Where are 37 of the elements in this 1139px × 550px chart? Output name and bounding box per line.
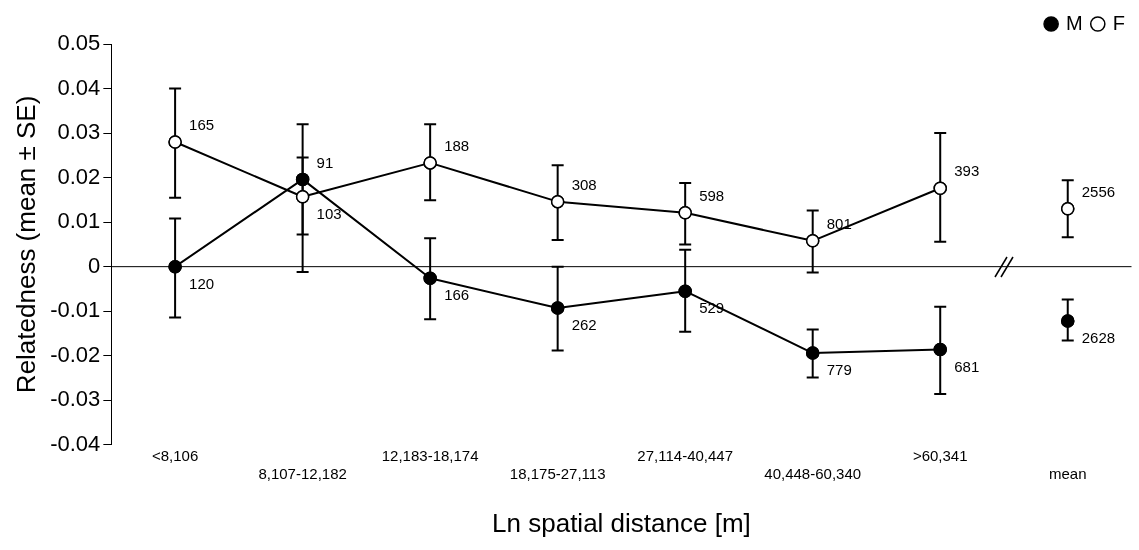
annotation: 165	[189, 116, 215, 134]
annotation: 120	[189, 274, 215, 292]
annotation: 2556	[1081, 182, 1116, 200]
x-tick-label: 18,175-27,113	[509, 464, 606, 482]
x-tick-label: 40,448-60,340	[764, 464, 862, 482]
y-tick-label: -0.03	[50, 386, 101, 412]
y-tick-label: -0.04	[50, 430, 101, 456]
x-tick-label: 8,107-12,182	[258, 464, 347, 482]
annotation: 2628	[1081, 329, 1116, 347]
annotation: 91	[316, 153, 334, 171]
y-tick-label: 0.01	[57, 208, 101, 234]
x-tick-label: 27,114-40,447	[637, 446, 733, 464]
annotation: 598	[699, 186, 725, 204]
annotation: 801	[826, 214, 852, 232]
annotation: 308	[571, 175, 597, 193]
annotation: 262	[571, 316, 597, 334]
legend-label: F	[1112, 11, 1125, 34]
y-tick-label: 0	[88, 252, 101, 278]
y-tick-label: 0.04	[57, 74, 101, 100]
y-tick-label: -0.01	[50, 297, 101, 323]
x-tick-label: >60,341	[912, 446, 968, 464]
y-tick-label: 0.05	[57, 30, 101, 56]
annotation: 393	[954, 162, 980, 180]
annotation: 681	[954, 357, 980, 375]
annotation: 779	[826, 361, 852, 379]
annotation: 188	[444, 137, 470, 155]
y-tick-label: 0.03	[57, 119, 101, 145]
annotation: 103	[316, 204, 342, 222]
x-tick-label: <8,106	[151, 446, 199, 464]
legend-label: M	[1066, 11, 1083, 34]
x-tick-label: 12,183-18,174	[381, 446, 479, 464]
annotation: 166	[444, 286, 470, 304]
y-axis-title: Relatedness (mean ± SE)	[10, 95, 41, 394]
x-axis-title: Ln spatial distance [m]	[492, 507, 751, 538]
y-tick-label: -0.02	[50, 341, 101, 367]
x-tick-label: mean	[1048, 464, 1087, 482]
y-tick-label: 0.02	[57, 163, 101, 189]
